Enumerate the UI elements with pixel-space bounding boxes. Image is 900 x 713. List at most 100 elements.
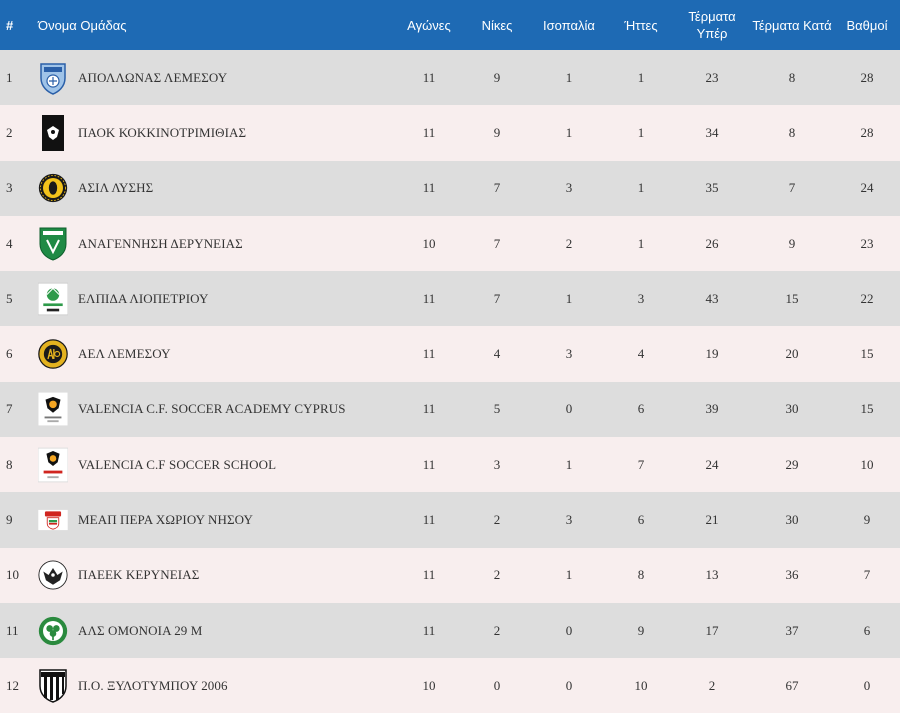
losses-cell: 1 (637, 235, 645, 251)
position-cell: 4 (6, 235, 13, 251)
goals-against-cell: 15 (785, 290, 799, 306)
draws-cell: 1 (565, 69, 573, 85)
wins-cell: 5 (493, 401, 501, 417)
team-name[interactable]: VALENCIA C.F. SOCCER ACADEMY CYPRUS (78, 401, 346, 417)
losses-cell: 3 (637, 290, 645, 306)
wins-cell: 2 (493, 622, 501, 638)
paeek-eagle-icon (38, 557, 68, 593)
header-goals-against[interactable]: Τέρματα Κατά (752, 17, 832, 33)
losses-cell: 7 (637, 456, 645, 472)
meap-crest-icon (38, 502, 68, 538)
header-points[interactable]: Βαθμοί (846, 17, 888, 33)
team-name[interactable]: ΑΕΛ ΛΕΜΕΣΟΥ (78, 346, 171, 362)
header-losses[interactable]: Ήττες (624, 17, 658, 33)
table-header-row: # Όνομα Ομάδας Αγώνες Νίκες Ισοπαλία Ήττ… (0, 0, 900, 50)
wins-cell: 9 (493, 69, 501, 85)
team-name[interactable]: ΑΝΑΓΕΝΝΗΣΗ ΔΕΡΥΝΕΙΑΣ (78, 235, 243, 251)
draws-cell: 0 (565, 401, 573, 417)
wins-cell: 9 (493, 124, 501, 140)
team-cell[interactable]: VALENCIA C.F SOCCER SCHOOL (34, 437, 394, 492)
played-cell: 11 (422, 567, 436, 583)
table-row-9[interactable]: 9 ΜΕΑΠ ΠΕΡΑ ΧΩΡΙΟΥ ΝΗΣΟΥ 11 2 3 6 21 30 … (0, 492, 900, 548)
goals-against-cell: 8 (788, 69, 796, 85)
position-cell: 3 (6, 180, 13, 196)
draws-cell: 1 (565, 456, 573, 472)
goals-for-cell: 39 (705, 401, 719, 417)
team-cell[interactable]: ΠΑΕΕΚ ΚΕΡΥΝΕΙΑΣ (34, 548, 394, 603)
elpida-crest-icon (38, 281, 68, 317)
wins-cell: 2 (493, 567, 501, 583)
goals-for-cell: 34 (705, 124, 719, 140)
header-draws[interactable]: Ισοπαλία (543, 17, 595, 33)
team-cell[interactable]: ΑΝΑΓΕΝΝΗΣΗ ΔΕΡΥΝΕΙΑΣ (34, 216, 394, 271)
header-wins[interactable]: Νίκες (481, 17, 513, 33)
draws-cell: 3 (565, 512, 573, 528)
header-played[interactable]: Αγώνες (407, 17, 451, 33)
table-row-8[interactable]: 8 VALENCIA C.F SOCCER SCHOOL 11 3 1 7 24… (0, 437, 900, 493)
table-row-6[interactable]: 6 ΑΕΛ ΛΕΜΕΣΟΥ 11 4 3 4 19 20 15 (0, 326, 900, 382)
team-cell[interactable]: ΑΠΟΛΛΩΝΑΣ ΛΕΜΕΣΟΥ (34, 50, 394, 105)
position-cell: 2 (6, 124, 13, 140)
position-cell: 1 (6, 69, 13, 85)
goals-for-cell: 17 (705, 622, 719, 638)
team-cell[interactable]: VALENCIA C.F. SOCCER ACADEMY CYPRUS (34, 382, 394, 437)
wins-cell: 7 (493, 180, 501, 196)
team-cell[interactable]: ΠΑΟΚ ΚΟΚΚΙΝΟΤΡΙΜΙΘΙΑΣ (34, 105, 394, 160)
table-row-2[interactable]: 2 ΠΑΟΚ ΚΟΚΚΙΝΟΤΡΙΜΙΘΙΑΣ 11 9 1 1 34 8 28 (0, 105, 900, 161)
team-name[interactable]: ΑΛΣ ΟΜΟΝΟΙΑ 29 Μ (78, 622, 203, 638)
table-row-11[interactable]: 11 ΑΛΣ ΟΜΟΝΟΙΑ 29 Μ 11 2 0 9 17 37 6 (0, 602, 900, 659)
team-name[interactable]: ΠΑΕΕΚ ΚΕΡΥΝΕΙΑΣ (78, 567, 200, 583)
team-cell[interactable]: ΜΕΑΠ ΠΕΡΑ ΧΩΡΙΟΥ ΝΗΣΟΥ (34, 492, 394, 547)
table-row-12[interactable]: 12 Π.Ο. ΞΥΛΟΤΥΜΠΟΥ 2006 10 0 0 10 2 67 0 (0, 658, 900, 713)
apollon-shield-icon (38, 60, 68, 96)
position-cell: 9 (6, 512, 13, 528)
played-cell: 11 (422, 622, 436, 638)
points-cell: 6 (863, 622, 871, 638)
header-goals-for[interactable]: Τέρματα Υπέρ (688, 9, 736, 41)
team-cell[interactable]: Π.Ο. ΞΥΛΟΤΥΜΠΟΥ 2006 (34, 658, 394, 713)
goals-for-cell: 19 (705, 346, 719, 362)
team-cell[interactable]: ΑΣΙΛ ΛΥΣΗΣ (34, 161, 394, 216)
played-cell: 11 (422, 401, 436, 417)
table-row-1[interactable]: 1 ΑΠΟΛΛΩΝΑΣ ΛΕΜΕΣΟΥ 11 9 1 1 23 8 28 (0, 50, 900, 106)
wins-cell: 0 (493, 677, 501, 693)
goals-against-cell: 30 (785, 512, 799, 528)
played-cell: 10 (422, 677, 436, 693)
goals-for-cell: 26 (705, 235, 719, 251)
team-name[interactable]: ΠΑΟΚ ΚΟΚΚΙΝΟΤΡΙΜΙΘΙΑΣ (78, 124, 247, 140)
team-name[interactable]: VALENCIA C.F SOCCER SCHOOL (78, 456, 277, 472)
draws-cell: 1 (565, 290, 573, 306)
losses-cell: 6 (637, 512, 645, 528)
table-row-7[interactable]: 7 VALENCIA C.F. SOCCER ACADEMY CYPRUS 11… (0, 381, 900, 438)
draws-cell: 0 (565, 622, 573, 638)
position-cell: 7 (6, 401, 13, 417)
header-position[interactable]: # (6, 17, 14, 33)
paok-eagle-icon (38, 114, 68, 151)
table-row-5[interactable]: 5 ΕΛΠΙΔΑ ΛΙΟΠΕΤΡΙΟΥ 11 7 1 3 43 15 22 (0, 271, 900, 327)
team-name[interactable]: ΕΛΠΙΔΑ ΛΙΟΠΕΤΡΙΟΥ (78, 290, 209, 306)
table-row-4[interactable]: 4 ΑΝΑΓΕΝΝΗΣΗ ΔΕΡΥΝΕΙΑΣ 10 7 2 1 26 9 23 (0, 215, 900, 272)
losses-cell: 10 (634, 677, 648, 693)
played-cell: 11 (422, 512, 436, 528)
goals-against-cell: 20 (785, 346, 799, 362)
team-cell[interactable]: ΑΕΛ ΛΕΜΕΣΟΥ (34, 326, 394, 381)
header-team-name[interactable]: Όνομα Ομάδας (38, 17, 127, 33)
team-name[interactable]: ΑΠΟΛΛΩΝΑΣ ΛΕΜΕΣΟΥ (78, 69, 228, 85)
team-cell[interactable]: ΕΛΠΙΔΑ ΛΙΟΠΕΤΡΙΟΥ (34, 271, 394, 326)
table-row-10[interactable]: 10 ΠΑΕΕΚ ΚΕΡΥΝΕΙΑΣ 11 2 1 8 13 36 7 (0, 547, 900, 603)
wins-cell: 7 (493, 235, 501, 251)
points-cell: 28 (860, 69, 874, 85)
goals-against-cell: 37 (785, 622, 799, 638)
team-cell[interactable]: ΑΛΣ ΟΜΟΝΟΙΑ 29 Μ (34, 603, 394, 658)
draws-cell: 1 (565, 124, 573, 140)
valencia-school-icon (38, 447, 68, 483)
played-cell: 11 (422, 180, 436, 196)
table-row-3[interactable]: 3 ΑΣΙΛ ΛΥΣΗΣ 11 7 3 1 35 7 24 (0, 160, 900, 216)
draws-cell: 2 (565, 235, 573, 251)
team-name[interactable]: Π.Ο. ΞΥΛΟΤΥΜΠΟΥ 2006 (78, 677, 228, 693)
points-cell: 9 (863, 512, 871, 528)
team-name[interactable]: ΜΕΑΠ ΠΕΡΑ ΧΩΡΙΟΥ ΝΗΣΟΥ (78, 512, 254, 528)
team-name[interactable]: ΑΣΙΛ ΛΥΣΗΣ (78, 180, 154, 196)
position-cell: 6 (6, 346, 13, 362)
